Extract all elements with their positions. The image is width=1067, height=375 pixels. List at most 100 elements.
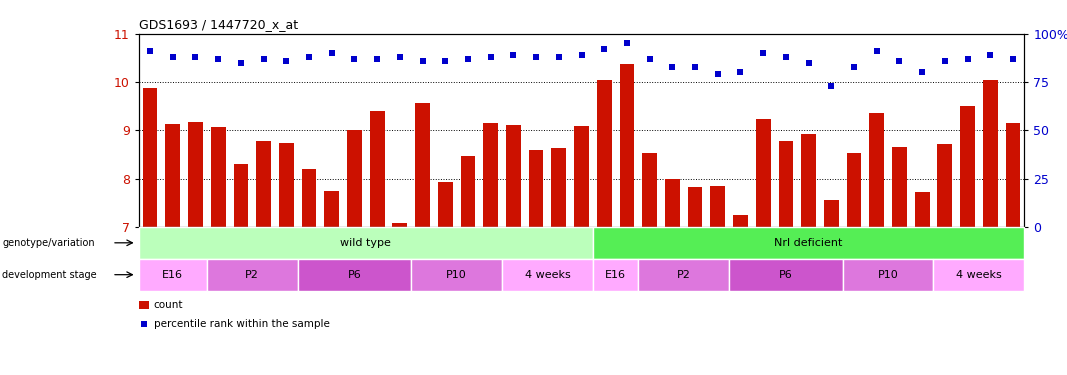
- Point: [754, 50, 771, 56]
- Bar: [593, 227, 1024, 259]
- Point: [869, 48, 886, 54]
- Bar: [302, 170, 317, 227]
- Text: Nrl deficient: Nrl deficient: [775, 238, 843, 248]
- Bar: [801, 134, 816, 227]
- Point: [891, 58, 908, 64]
- Bar: [596, 80, 611, 227]
- Text: count: count: [154, 300, 184, 310]
- Bar: [139, 301, 149, 309]
- Point: [595, 46, 612, 52]
- Point: [136, 321, 153, 327]
- Text: development stage: development stage: [2, 270, 97, 280]
- Text: wild type: wild type: [340, 238, 392, 248]
- Point: [277, 58, 294, 64]
- Point: [913, 69, 930, 75]
- Text: P2: P2: [676, 270, 690, 280]
- Bar: [234, 164, 249, 227]
- Point: [959, 56, 976, 62]
- Text: P6: P6: [779, 270, 793, 280]
- Bar: [411, 259, 503, 291]
- Point: [392, 54, 409, 60]
- Bar: [165, 124, 180, 227]
- Point: [800, 60, 817, 66]
- Point: [641, 56, 658, 62]
- Bar: [393, 223, 408, 227]
- Point: [505, 52, 522, 58]
- Text: P10: P10: [878, 270, 898, 280]
- Bar: [483, 123, 498, 227]
- Bar: [960, 106, 975, 227]
- Text: 4 weeks: 4 weeks: [956, 270, 1002, 280]
- Bar: [938, 144, 952, 227]
- Point: [732, 69, 749, 75]
- Point: [233, 60, 250, 66]
- Bar: [934, 259, 1024, 291]
- Bar: [593, 259, 638, 291]
- Point: [823, 83, 840, 89]
- Bar: [733, 215, 748, 227]
- Bar: [503, 259, 593, 291]
- Text: 4 weeks: 4 weeks: [525, 270, 571, 280]
- Bar: [755, 119, 770, 227]
- Bar: [779, 141, 793, 227]
- Point: [778, 54, 795, 60]
- Bar: [211, 127, 225, 227]
- Bar: [461, 156, 476, 227]
- Bar: [552, 148, 567, 227]
- Point: [460, 56, 477, 62]
- Bar: [574, 126, 589, 227]
- Bar: [914, 192, 929, 227]
- Point: [619, 40, 636, 46]
- Bar: [846, 153, 861, 227]
- Text: P2: P2: [245, 270, 259, 280]
- Point: [1004, 56, 1021, 62]
- Point: [142, 48, 159, 54]
- Bar: [415, 103, 430, 227]
- Point: [845, 64, 862, 70]
- Point: [209, 56, 226, 62]
- Bar: [711, 186, 726, 227]
- Point: [982, 52, 999, 58]
- Point: [346, 56, 363, 62]
- Point: [573, 52, 590, 58]
- Bar: [529, 150, 543, 227]
- Bar: [298, 259, 411, 291]
- Bar: [983, 80, 998, 227]
- Bar: [642, 153, 657, 227]
- Point: [301, 54, 318, 60]
- Point: [187, 54, 204, 60]
- Bar: [870, 113, 885, 227]
- Point: [255, 56, 272, 62]
- Point: [527, 54, 544, 60]
- Bar: [620, 64, 634, 227]
- Point: [710, 71, 727, 77]
- Bar: [437, 183, 452, 227]
- Bar: [278, 143, 293, 227]
- Bar: [143, 88, 158, 227]
- Text: E16: E16: [605, 270, 626, 280]
- Bar: [729, 259, 843, 291]
- Bar: [843, 259, 934, 291]
- Point: [686, 64, 703, 70]
- Text: E16: E16: [162, 270, 184, 280]
- Bar: [370, 111, 384, 227]
- Bar: [506, 124, 521, 227]
- Text: percentile rank within the sample: percentile rank within the sample: [154, 319, 330, 329]
- Bar: [207, 259, 298, 291]
- Text: P6: P6: [348, 270, 362, 280]
- Point: [436, 58, 453, 64]
- Point: [414, 58, 431, 64]
- Bar: [188, 122, 203, 227]
- Point: [323, 50, 340, 56]
- Bar: [687, 187, 702, 227]
- Bar: [139, 227, 593, 259]
- Point: [551, 54, 568, 60]
- Text: GDS1693 / 1447720_x_at: GDS1693 / 1447720_x_at: [139, 18, 298, 31]
- Point: [368, 56, 385, 62]
- Bar: [139, 259, 207, 291]
- Point: [664, 64, 681, 70]
- Bar: [324, 191, 339, 227]
- Text: P10: P10: [446, 270, 467, 280]
- Bar: [347, 130, 362, 227]
- Point: [482, 54, 499, 60]
